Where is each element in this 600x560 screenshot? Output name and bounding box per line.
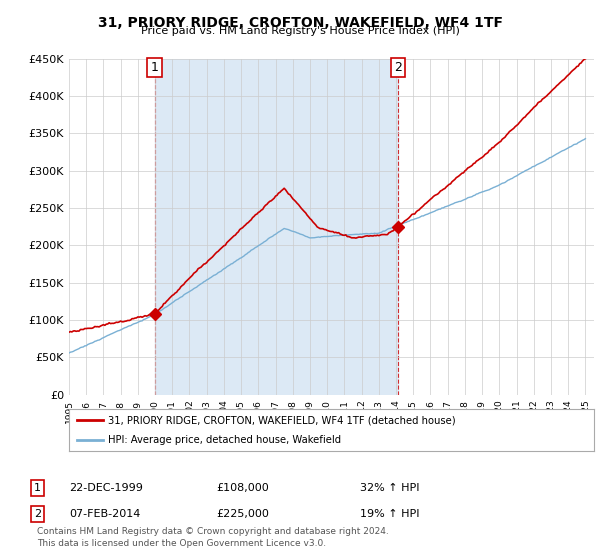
Text: Contains HM Land Registry data © Crown copyright and database right 2024.
This d: Contains HM Land Registry data © Crown c… (37, 527, 389, 548)
Text: 2: 2 (34, 509, 41, 519)
Bar (155, 59, 398, 395)
Text: £108,000: £108,000 (216, 483, 269, 493)
Text: 1: 1 (34, 483, 41, 493)
Text: 1: 1 (151, 61, 158, 74)
Text: 22-DEC-1999: 22-DEC-1999 (69, 483, 143, 493)
Text: 2: 2 (394, 61, 402, 74)
Text: HPI: Average price, detached house, Wakefield: HPI: Average price, detached house, Wake… (109, 435, 341, 445)
Text: £225,000: £225,000 (216, 509, 269, 519)
Text: Price paid vs. HM Land Registry's House Price Index (HPI): Price paid vs. HM Land Registry's House … (140, 26, 460, 36)
Text: 31, PRIORY RIDGE, CROFTON, WAKEFIELD, WF4 1TF (detached house): 31, PRIORY RIDGE, CROFTON, WAKEFIELD, WF… (109, 415, 456, 425)
Text: 32% ↑ HPI: 32% ↑ HPI (360, 483, 419, 493)
Text: 07-FEB-2014: 07-FEB-2014 (69, 509, 140, 519)
Text: 19% ↑ HPI: 19% ↑ HPI (360, 509, 419, 519)
Text: 31, PRIORY RIDGE, CROFTON, WAKEFIELD, WF4 1TF: 31, PRIORY RIDGE, CROFTON, WAKEFIELD, WF… (97, 16, 503, 30)
